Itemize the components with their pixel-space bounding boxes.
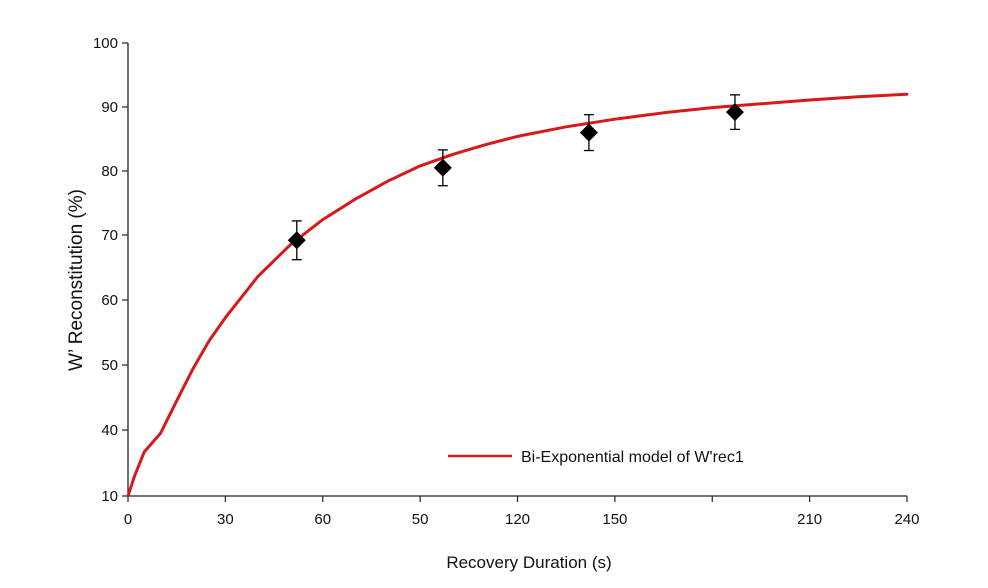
y-tick-label: 90 bbox=[101, 99, 118, 116]
y-tick-label: 50 bbox=[101, 357, 118, 374]
x-tick-label: 50 bbox=[412, 511, 429, 528]
y-axis-title: W’ Reconstitution (%) bbox=[66, 189, 87, 371]
x-axis-title: Recovery Duration (s) bbox=[446, 553, 611, 572]
x-tick-label: 150 bbox=[602, 511, 627, 528]
y-tick-label: 100 bbox=[93, 35, 118, 52]
x-tick-label: 60 bbox=[314, 511, 331, 528]
y-axis: 10 40 50 60 70 80 90 100 bbox=[93, 35, 129, 505]
x-tick-label: 30 bbox=[217, 511, 234, 528]
x-tick-label: 120 bbox=[505, 511, 530, 528]
x-axis: 0 30 60 50 120 150 210 240 bbox=[124, 495, 920, 528]
y-tick-label: 60 bbox=[101, 292, 118, 309]
data-point bbox=[433, 158, 452, 177]
x-tick-label: 240 bbox=[894, 511, 919, 528]
x-tick-label: 0 bbox=[124, 511, 132, 528]
y-tick-label: 80 bbox=[101, 163, 118, 180]
plot-area bbox=[126, 92, 909, 498]
series-line bbox=[126, 92, 909, 498]
y-tick-label: 10 bbox=[101, 488, 118, 505]
data-point bbox=[725, 103, 744, 122]
data-point bbox=[579, 123, 598, 142]
legend-label: Bi-Exponential model of W'rec1 bbox=[521, 449, 744, 466]
y-tick-label: 70 bbox=[101, 227, 118, 244]
x-tick-label: 210 bbox=[797, 511, 822, 528]
legend: Bi-Exponential model of W'rec1 bbox=[448, 449, 744, 466]
data-point bbox=[287, 231, 306, 250]
y-tick-label: 40 bbox=[101, 422, 118, 439]
